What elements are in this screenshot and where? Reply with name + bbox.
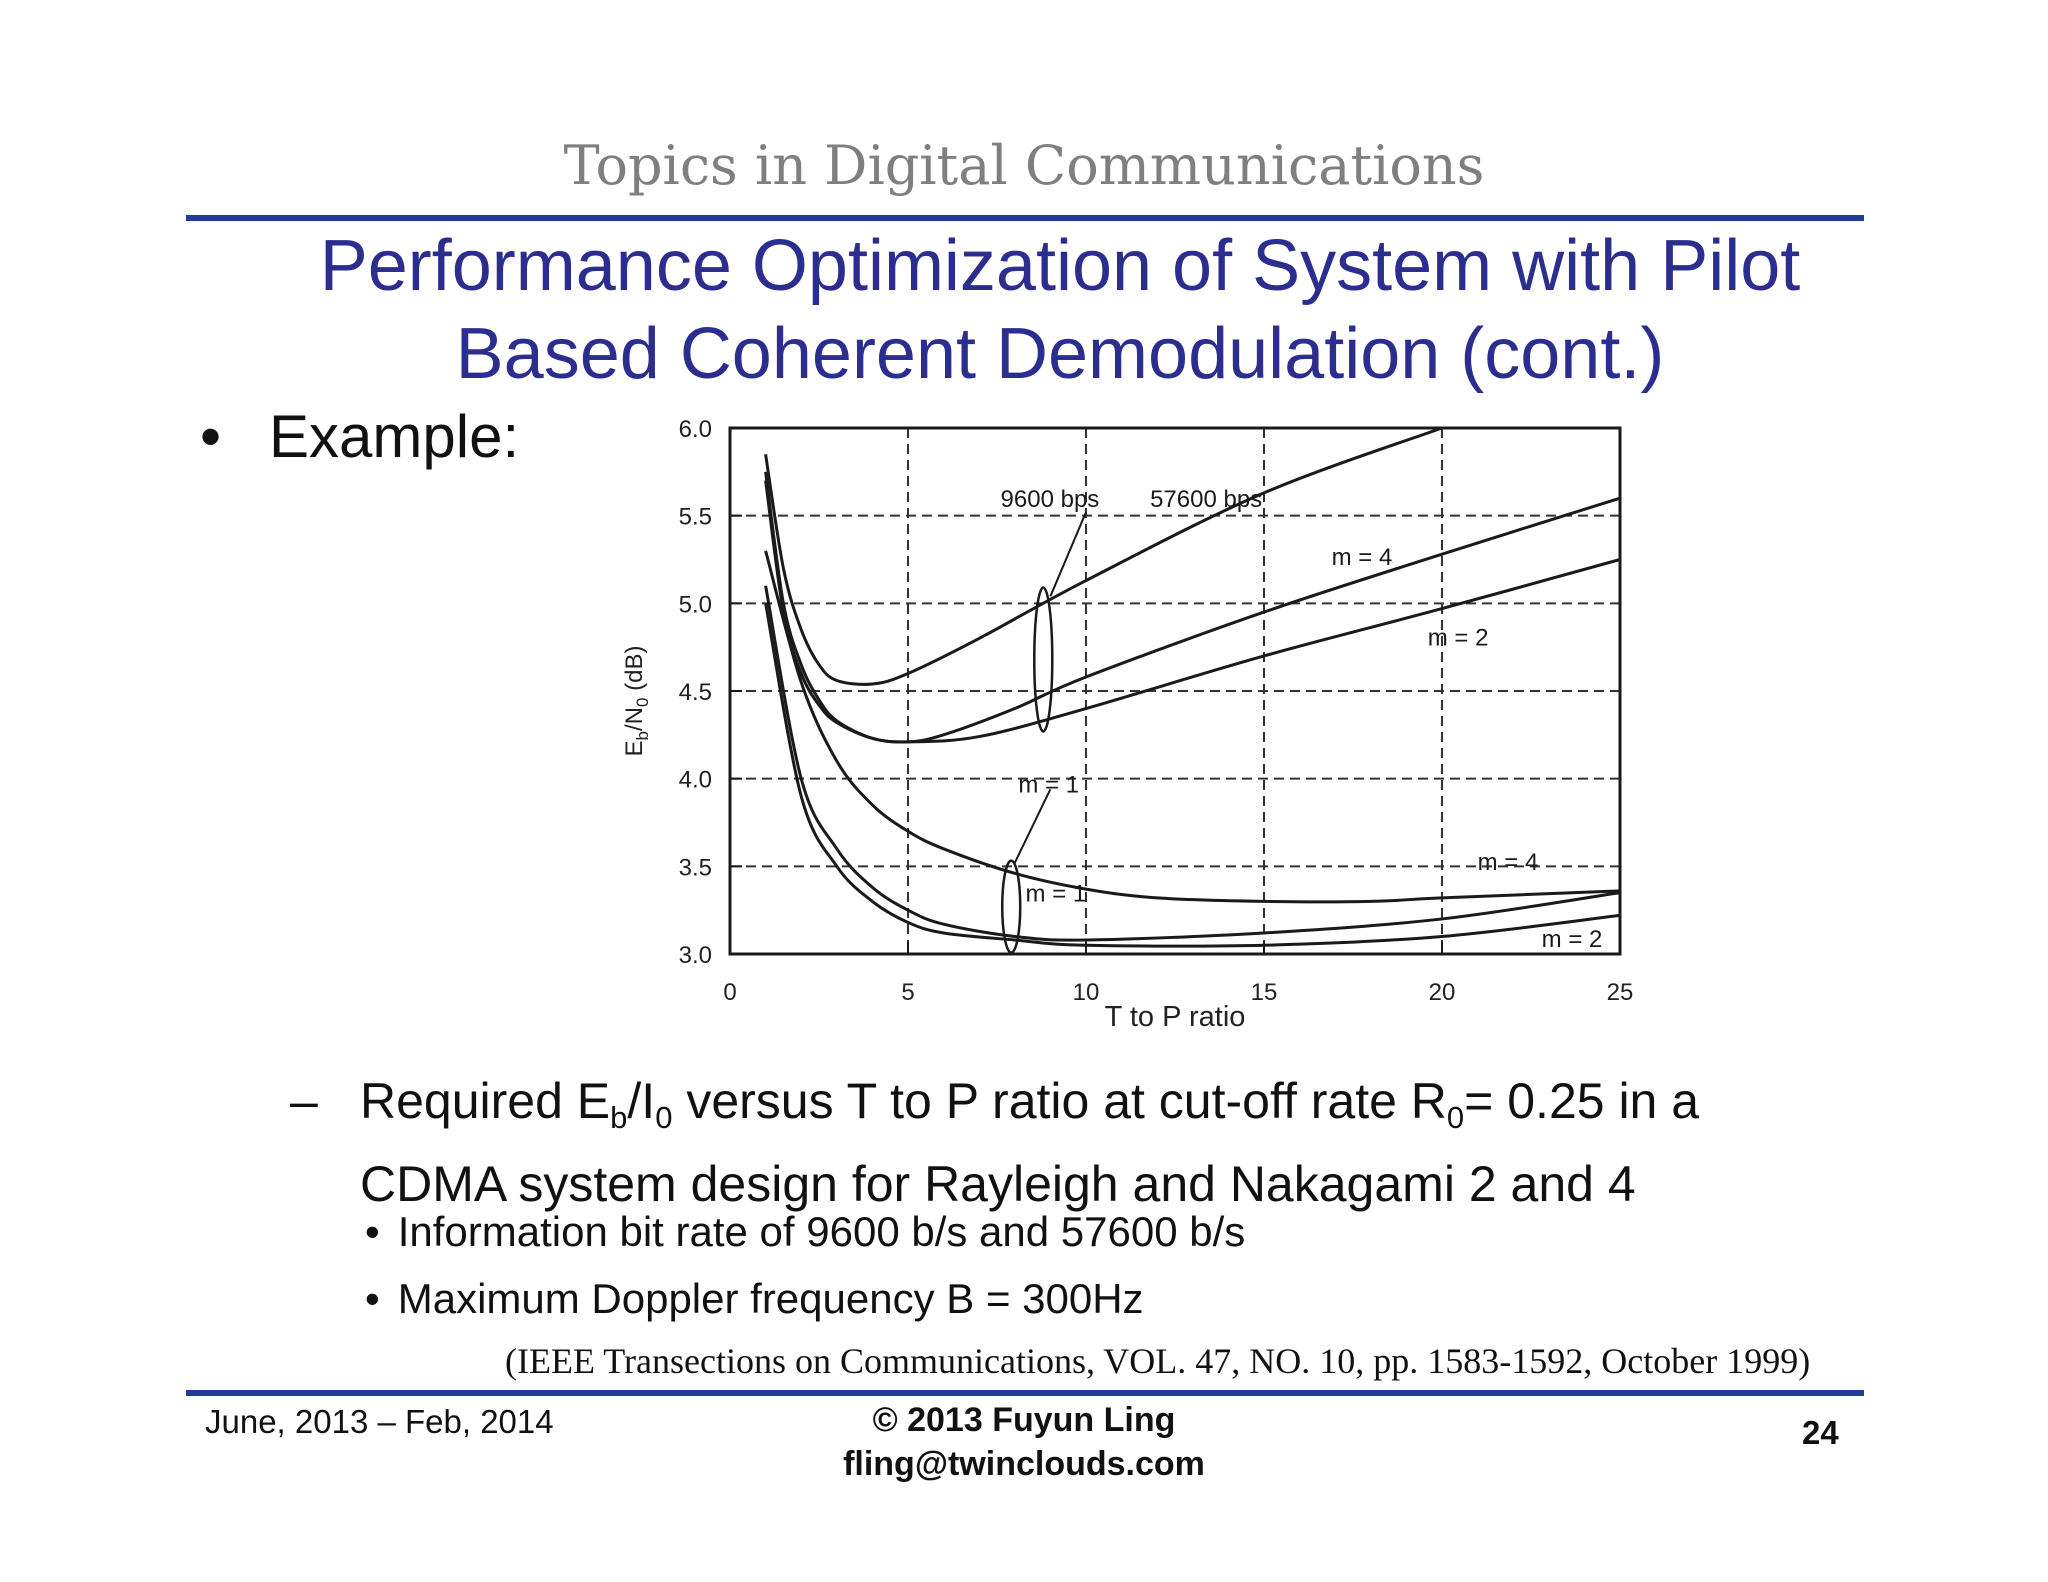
annotation-label: m = 2: [1542, 926, 1603, 953]
caption-subscript: b: [610, 1099, 628, 1135]
x-tick-label: 15: [1251, 979, 1278, 1006]
caption-subscript: 0: [655, 1099, 673, 1135]
footer-divider: [186, 1390, 1864, 1396]
sub-bullet-marker: •: [365, 1208, 380, 1255]
y-tick-label: 5.0: [679, 591, 712, 618]
group-ellipses: [1000, 586, 1054, 954]
page-number: 24: [1802, 1414, 1839, 1451]
series-line-1: [764, 426, 1443, 686]
slide-title-line2: Based Coherent Demodulation (cont.): [455, 314, 1665, 394]
annotation-label: m = 1: [1025, 880, 1086, 907]
x-ticks: 0 5 10 15 20 25: [723, 942, 1633, 1006]
annotation-label: 9600 bps: [1001, 486, 1100, 513]
group-ellipse-9600: [1033, 586, 1054, 733]
bullet-example: • Example:: [200, 402, 519, 471]
chart-curves: [764, 426, 1621, 948]
slide-title-line1: Performance Optimization of System with …: [319, 226, 1801, 306]
sub-bullet-text: Maximum Doppler frequency B = 300Hz: [397, 1275, 1144, 1322]
x-axis-label: T to P ratio: [1105, 1001, 1246, 1033]
sub-bullet-marker: •: [365, 1275, 380, 1322]
x-tick-label: 10: [1073, 979, 1100, 1006]
caption-part: /I: [627, 1073, 656, 1129]
series-line-2: [764, 471, 1621, 744]
caption-item: – Required Eb/I0 versus T to P ratio at …: [290, 1068, 1880, 1217]
annotation-label: m = 4: [1332, 544, 1393, 571]
chart-grid: [730, 428, 1620, 954]
series-line-5: [764, 585, 1621, 942]
annotation-label: m = 1: [1018, 772, 1079, 799]
x-tick-label: 0: [723, 979, 736, 1006]
y-tick-label: 6.0: [679, 416, 712, 443]
caption-part: = 0.25 in a: [1464, 1073, 1700, 1129]
author-email: fling@twinclouds.com: [843, 1445, 1205, 1483]
chart-annotations: 9600 bps 57600 bps m = 4 m = 2 m = 1 m = 1 m =…: [1001, 486, 1603, 953]
caption-text: Required Eb/I0 versus T to P ratio at cu…: [290, 1068, 1880, 1217]
caption-line2: CDMA system design for Rayleigh and Naka…: [360, 1155, 1636, 1212]
series-line-6: [764, 603, 1621, 948]
annotation-label: m = 2: [1428, 624, 1489, 651]
footer-date: June, 2013 – Feb, 2014: [205, 1403, 554, 1440]
bullet-marker: •: [200, 403, 222, 470]
y-tick-label: 5.5: [679, 504, 712, 531]
y-tick-label: 4.5: [679, 679, 712, 706]
y-tick-label: 3.0: [679, 942, 712, 969]
footer-copyright: © 2013 Fuyun Ling fling@twinclouds.com: [724, 1398, 1324, 1486]
sub-bullet-text: Information bit rate of 9600 b/s and 576…: [397, 1208, 1246, 1255]
header-divider: [186, 215, 1864, 221]
annotation-leader: [1013, 788, 1052, 864]
annotation-label: m = 4: [1478, 849, 1539, 876]
group-ellipse-57600: [1000, 859, 1022, 954]
x-tick-label: 20: [1429, 979, 1456, 1006]
sub-bullet-bitrate: • Information bit rate of 9600 b/s and 57…: [365, 1208, 1245, 1256]
citation: (IEEE Transections on Communications, VO…: [505, 1341, 1811, 1381]
y-axis-label: Eb/N0 (dB): [621, 646, 652, 757]
header-title: Topics in Digital Communications: [563, 134, 1485, 197]
y-ticks: 3.0 3.5 4.0 4.5 5.0 5.5 6.0: [679, 416, 742, 969]
annotation-label: 57600 bps: [1150, 486, 1262, 513]
x-tick-label: 25: [1607, 979, 1634, 1006]
caption-part: Required E: [360, 1073, 611, 1129]
dash-marker: –: [290, 1073, 318, 1129]
caption-part: versus T to P ratio at cut-off rate R: [672, 1073, 1447, 1129]
series-line-4: [764, 550, 1621, 904]
y-tick-label: 4.0: [679, 767, 712, 794]
copyright-text: © 2013 Fuyun Ling: [872, 1401, 1176, 1439]
chart: 3.0 3.5 4.0 4.5 5.0 5.5 6.0 0 5 10 15 20 25 9600 bp…: [621, 416, 1633, 1033]
bullet-text: Example:: [269, 403, 520, 470]
series-line-3: [764, 480, 1621, 744]
sub-bullet-doppler: • Maximum Doppler frequency B = 300Hz: [365, 1275, 1144, 1323]
y-tick-label: 3.5: [679, 854, 712, 881]
annotation-leader: [1049, 511, 1087, 597]
caption-subscript: 0: [1446, 1099, 1465, 1135]
x-tick-label: 5: [901, 979, 914, 1006]
